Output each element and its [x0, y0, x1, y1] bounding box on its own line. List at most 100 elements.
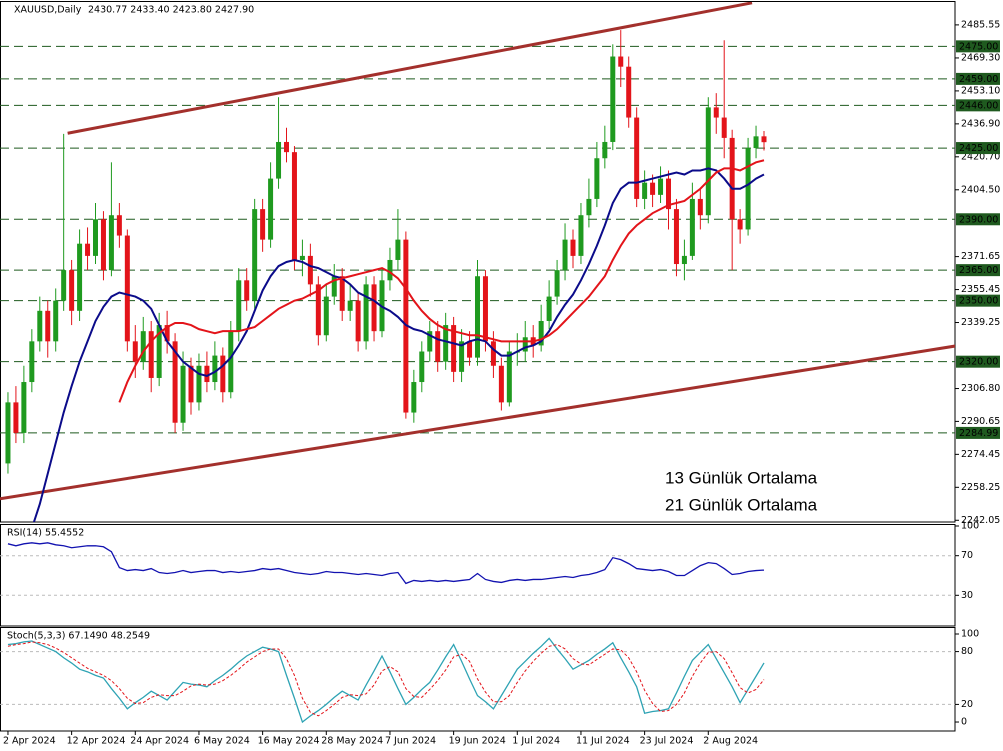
x-tick-label: 11 Jul 2024	[576, 736, 630, 747]
candle-body	[673, 209, 679, 265]
panel-2	[0, 637, 955, 724]
level-label-box	[956, 40, 1000, 53]
indicator-line	[7, 542, 765, 585]
stoch-panel-frame	[0, 627, 956, 732]
candle-body	[538, 320, 544, 346]
candle-body	[681, 255, 687, 265]
candle-body	[562, 239, 568, 271]
candle-body	[77, 243, 83, 311]
candle-body	[100, 219, 106, 271]
trendline	[0, 344, 955, 501]
indicator-line	[7, 637, 765, 724]
candle-body	[21, 382, 27, 433]
candle-body	[697, 198, 703, 216]
panel-0	[0, 2, 955, 522]
candle-body	[522, 337, 528, 352]
candle-body	[419, 351, 425, 383]
level-label: 2320.00	[959, 357, 998, 368]
x-tick-label: 19 Jun 2024	[449, 736, 506, 747]
candle-body	[299, 255, 305, 260]
candle-body	[578, 215, 584, 256]
y-tick-label: 2420.70	[961, 151, 1000, 162]
x-tick-label: 2 Apr 2024	[3, 736, 56, 747]
candle-body	[626, 66, 632, 118]
y-tick-label: 0	[961, 717, 967, 728]
level-label-box	[956, 264, 1000, 277]
candle-body	[244, 280, 250, 301]
candle-body	[602, 141, 608, 159]
trendline	[67, 2, 753, 135]
candle-body	[753, 136, 759, 149]
candle-body	[395, 239, 401, 260]
y-tick-label: 2355.45	[961, 284, 1000, 295]
candle-body	[291, 152, 297, 260]
candle-body	[435, 331, 441, 362]
candle-body	[729, 137, 735, 220]
candle-body	[594, 158, 600, 199]
candle-body	[116, 215, 122, 236]
candle-body	[451, 325, 457, 372]
level-label: 2446.00	[959, 100, 998, 111]
level-label-box	[956, 294, 1000, 307]
x-tick-label: 6 May 2024	[194, 736, 250, 747]
stoch-title: Stoch(5,3,3) 67.1490 48.2549	[7, 631, 150, 642]
candle-body	[610, 56, 616, 142]
y-tick-label: 2339.25	[961, 317, 1000, 328]
candle-body	[642, 182, 648, 199]
level-label: 2459.00	[959, 74, 998, 85]
candle-body	[490, 341, 496, 366]
candle-body	[156, 325, 162, 378]
level-label-box	[956, 72, 1000, 85]
level-label-box	[956, 355, 1000, 368]
candle-body	[427, 331, 433, 352]
candle-body	[196, 365, 202, 403]
candle-body	[355, 300, 361, 342]
candle-body	[140, 331, 146, 362]
candle-body	[188, 365, 194, 403]
y-tick-label: 80	[961, 646, 973, 657]
y-tick-label: 2453.10	[961, 85, 1000, 96]
moving-average	[118, 159, 765, 403]
candle-body	[586, 198, 592, 216]
candle-body	[172, 341, 178, 423]
candle-body	[331, 276, 337, 297]
candle-body	[132, 341, 138, 362]
x-tick-label: 24 Apr 2024	[130, 736, 189, 747]
candle-body	[13, 402, 19, 433]
candle-body	[658, 178, 664, 195]
candle-body	[618, 56, 624, 67]
candle-body	[108, 215, 114, 271]
candle-body	[85, 243, 91, 256]
candle-body	[411, 382, 417, 413]
candle-body	[284, 141, 289, 153]
level-label: 2350.00	[959, 296, 998, 307]
y-tick-label: 30	[961, 590, 973, 601]
candle-body	[252, 209, 258, 301]
candle-body	[37, 310, 43, 342]
candle-body	[761, 136, 767, 143]
candle-body	[475, 276, 480, 358]
candle-body	[689, 198, 695, 256]
candle-body	[546, 296, 552, 321]
candle-body	[570, 239, 576, 256]
candle-body	[29, 341, 35, 383]
legend-entry: 21 Günlük Ortalama	[665, 495, 818, 514]
y-tick-label: 2436.90	[961, 118, 1000, 129]
candle-body	[69, 270, 75, 311]
x-tick-label: 16 May 2024	[258, 736, 320, 747]
y-tick-label: 2485.55	[961, 19, 1000, 30]
candle-body	[666, 178, 671, 210]
candle-body	[93, 219, 98, 256]
chart-subtitle: 2430.77 2433.40 2423.80 2427.90	[88, 5, 254, 16]
candle-body	[53, 300, 59, 342]
y-tick-label: 100	[961, 520, 979, 531]
x-tick-label: 2 Aug 2024	[703, 736, 758, 747]
level-label-box	[956, 99, 1000, 112]
candle-body	[713, 107, 719, 118]
candle-body	[212, 355, 218, 383]
level-label: 2390.00	[959, 214, 998, 225]
candle-body	[737, 219, 743, 230]
candle-body	[347, 300, 353, 311]
